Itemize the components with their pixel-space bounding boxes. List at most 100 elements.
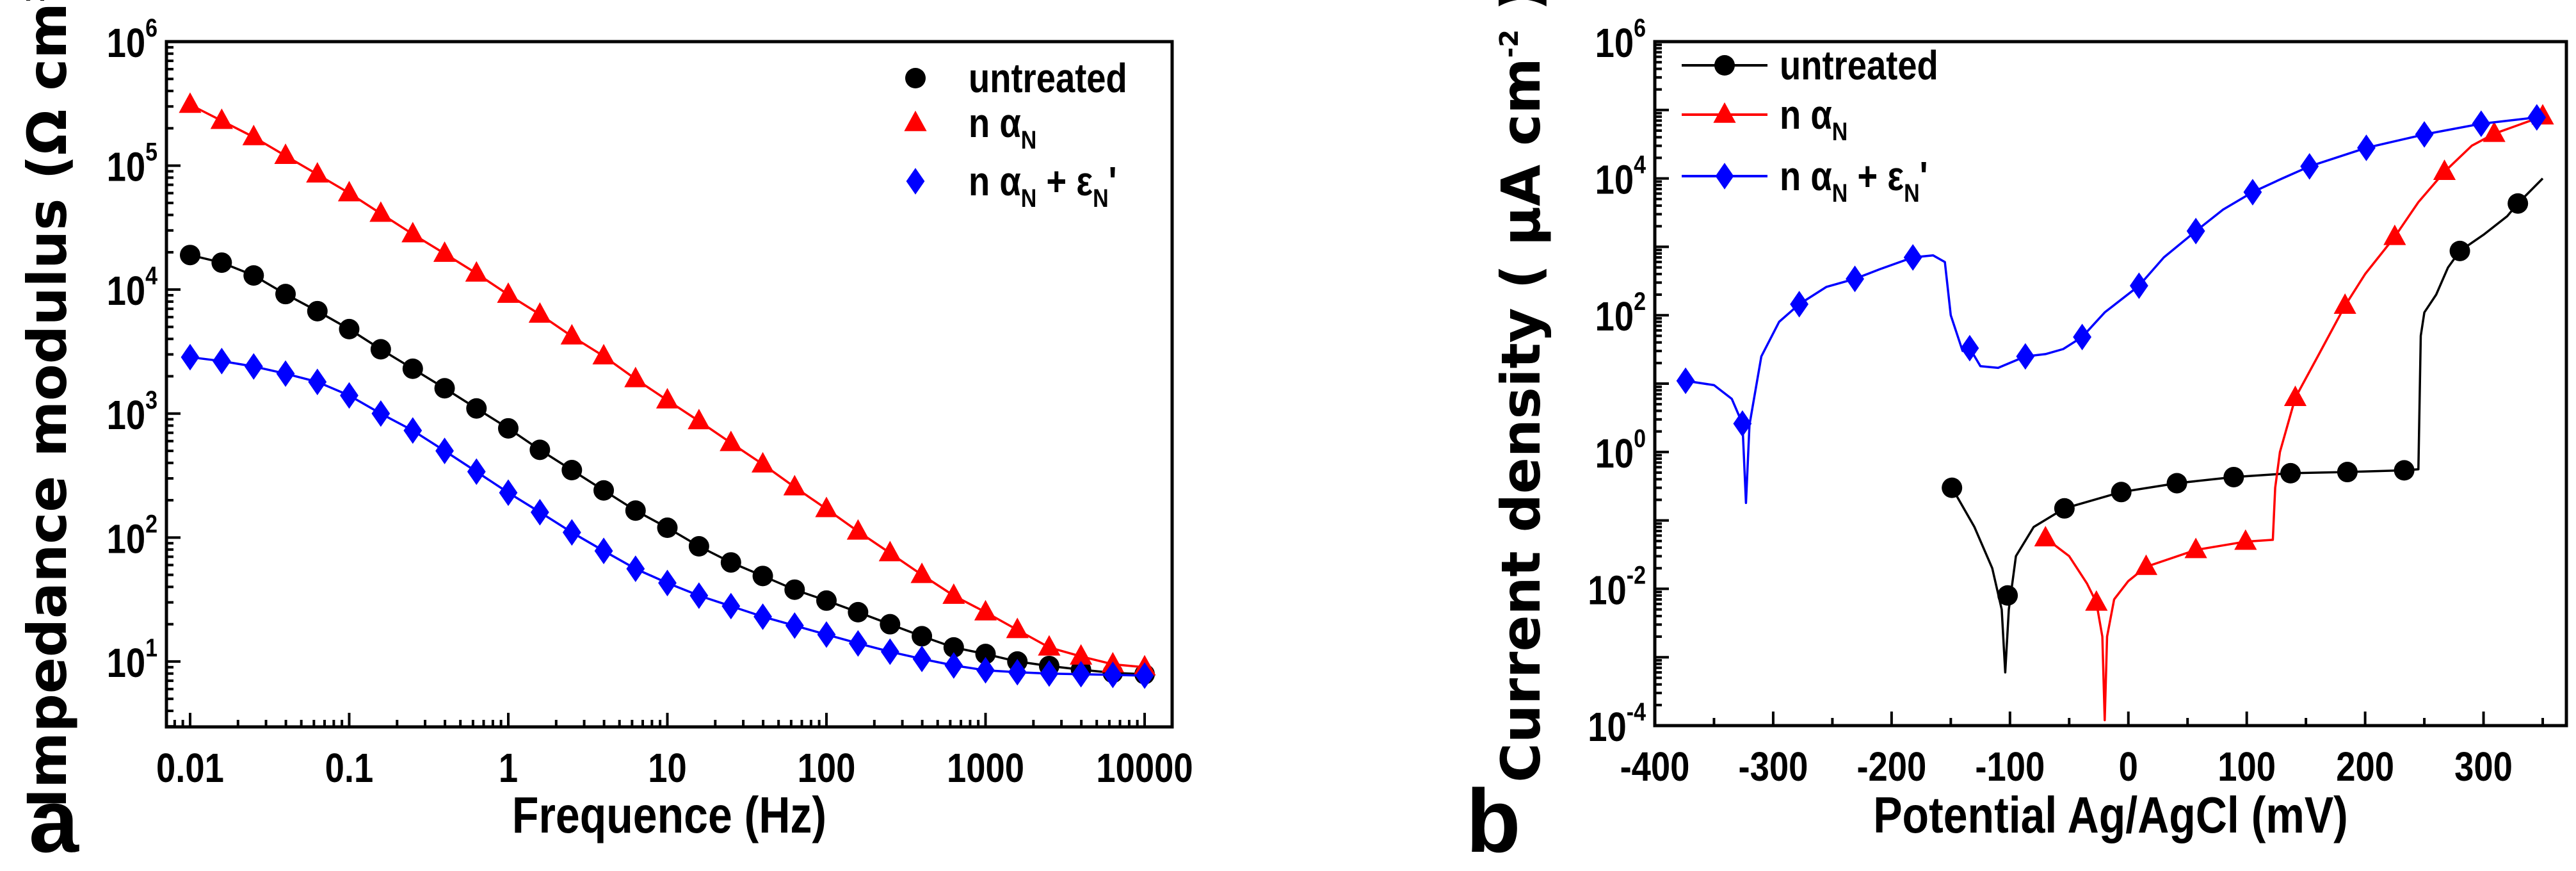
data-point-diamond	[912, 646, 931, 672]
y-tick-label: 103	[107, 385, 157, 438]
data-point-diamond	[785, 612, 804, 639]
x-axis-title: Frequence (Hz)	[512, 786, 826, 843]
data-point-diamond	[753, 603, 772, 630]
y-tick-base: 10	[1595, 430, 1634, 476]
data-point-diamond	[308, 368, 327, 396]
series-triangle	[2034, 104, 2554, 722]
data-point-circle	[2111, 482, 2132, 503]
legend-label: untreated	[1780, 42, 1938, 88]
data-point-triangle	[846, 519, 869, 540]
data-point-triangle	[2184, 537, 2207, 558]
data-point-triangle	[2134, 554, 2158, 575]
x-axis-title: Potential Ag/AgCl (mV)	[1873, 786, 2348, 843]
data-point-diamond	[340, 382, 358, 409]
data-point-diamond	[435, 437, 454, 464]
data-point-diamond	[976, 656, 995, 684]
data-point-triangle	[910, 562, 933, 583]
y-tick-exponent: -4	[1627, 697, 1646, 726]
data-point-triangle	[688, 409, 711, 430]
data-point-circle	[402, 358, 423, 379]
data-point-diamond	[499, 479, 518, 507]
data-point-circle	[625, 500, 646, 521]
y-axis-title-superscript: 2	[21, 0, 51, 3]
y-axis-title: Current density ( μA cm-2 )	[1490, 0, 1552, 783]
data-point-triangle	[2034, 526, 2057, 547]
y-tick-label: 100	[1595, 423, 1646, 476]
data-point-triangle	[401, 222, 424, 243]
data-point-circle	[466, 398, 487, 419]
data-point-diamond	[2472, 110, 2491, 138]
data-point-triangle	[210, 108, 233, 129]
series-diamond	[181, 343, 1154, 689]
y-tick-exponent: 2	[1634, 287, 1646, 316]
data-point-diamond	[1846, 265, 1864, 293]
legend-subscript: N	[1093, 183, 1109, 212]
data-point-diamond	[1960, 334, 1979, 362]
y-tick-base: 10	[107, 392, 145, 438]
y-tick-label: 104	[1595, 150, 1646, 203]
data-point-diamond	[1733, 410, 1752, 437]
data-point-circle	[752, 566, 773, 587]
y-axis-title: Impedance modulus (Ω cm2)	[16, 0, 79, 808]
y-tick-label: 106	[107, 13, 157, 66]
x-tick-label: 10	[648, 745, 686, 791]
x-tick-label: 0	[2119, 744, 2138, 790]
data-point-diamond	[2073, 323, 2092, 351]
data-point-diamond	[658, 569, 677, 597]
data-point-triangle	[1006, 617, 1029, 639]
series-circle	[1942, 177, 2544, 674]
data-point-circle	[307, 300, 328, 322]
data-point-triangle	[656, 387, 679, 409]
x-tick-label: 10000	[1096, 745, 1193, 791]
series-circle	[179, 245, 1155, 685]
legend-label: untreated	[969, 55, 1127, 101]
data-point-triangle	[2283, 385, 2307, 406]
data-point-circle	[2280, 462, 2301, 484]
legend-entry: n αN	[904, 100, 1036, 154]
data-point-circle	[848, 601, 869, 623]
data-point-circle	[370, 339, 391, 360]
data-point-diamond	[2129, 272, 2148, 299]
data-point-diamond	[1103, 662, 1122, 688]
legend-text-part: n α	[969, 100, 1021, 146]
legend-entry: n αN	[1682, 92, 1847, 146]
data-point-triangle	[274, 143, 297, 165]
legend-subscript: N	[1832, 117, 1848, 145]
legend-marker-circle	[905, 68, 926, 88]
data-point-triangle	[1070, 644, 1093, 665]
y-tick-base: 10	[1588, 704, 1626, 750]
series-diamond	[1676, 104, 2547, 505]
data-point-diamond	[1008, 658, 1027, 686]
y-tick-label: 102	[107, 509, 157, 562]
x-tick-label: -100	[1975, 744, 2045, 790]
legend-entry: untreated	[1682, 42, 1938, 88]
data-point-triangle	[242, 124, 265, 145]
y-tick-base: 10	[1595, 293, 1634, 339]
x-tick-label: -300	[1739, 744, 1808, 790]
data-point-diamond	[181, 343, 200, 371]
y-tick-label: 106	[1595, 13, 1646, 66]
data-point-triangle	[720, 430, 743, 452]
y-tick-label: 10-2	[1588, 560, 1646, 614]
y-tick-base: 10	[1595, 156, 1634, 202]
data-point-triangle	[2234, 529, 2257, 550]
legend-subscript: N	[1021, 183, 1037, 212]
y-tick-exponent: 6	[145, 13, 157, 42]
data-point-diamond	[1072, 660, 1091, 688]
data-point-diamond	[212, 348, 231, 375]
legend-marker-triangle	[904, 110, 927, 131]
data-point-triangle	[560, 323, 583, 345]
legend-label: n αN	[1780, 92, 1847, 146]
data-point-circle	[2223, 466, 2244, 487]
data-point-circle	[688, 536, 709, 557]
data-point-circle	[784, 579, 805, 600]
data-point-triangle	[1038, 635, 1061, 656]
y-tick-base: 10	[107, 143, 145, 190]
y-tick-base: 10	[1595, 20, 1634, 66]
y-tick-base: 10	[1588, 567, 1626, 613]
data-point-triangle	[2085, 590, 2108, 611]
data-point-diamond	[817, 621, 836, 648]
plot-frame	[165, 40, 1174, 729]
legend-text-part: + ε	[1847, 153, 1904, 199]
